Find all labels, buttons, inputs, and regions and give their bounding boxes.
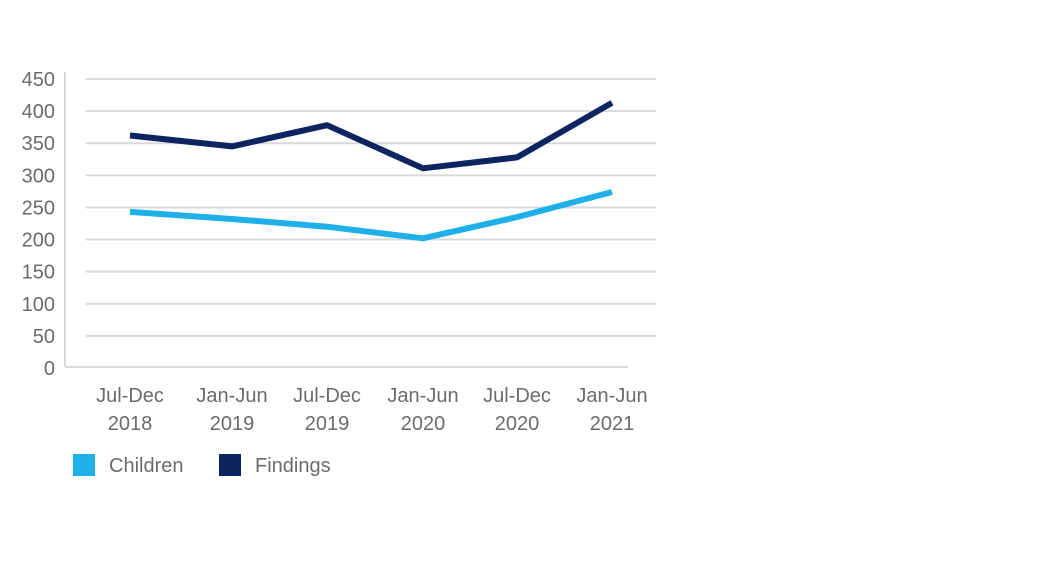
legend-swatch-findings <box>219 454 241 476</box>
legend: Children Findings <box>73 454 331 477</box>
x-tick-label: Jan-Jun 2021 <box>576 385 647 435</box>
legend-swatch-children <box>73 454 95 476</box>
y-tick-label: 350 <box>22 133 55 155</box>
y-tick-label: 400 <box>22 101 55 123</box>
y-tick-label: 0 <box>44 358 55 380</box>
y-tick-label: 100 <box>22 294 55 316</box>
y-tick-label: 200 <box>22 230 55 252</box>
x-tick-label: Jan-Jun 2020 <box>387 385 458 435</box>
gridlines <box>86 78 656 337</box>
y-tick-label: 50 <box>33 326 55 348</box>
series-line-children <box>129 189 613 242</box>
x-axis-ticks: Jul-Dec 2018 Jan-Jun 2019 Jul-Dec 2019 Jan-Jun… <box>96 385 647 435</box>
y-tick-label: 450 <box>22 69 55 91</box>
y-tick-label: 150 <box>22 262 55 284</box>
series-line-findings <box>129 100 614 172</box>
y-axis-ticks: 0 50 100 150 200 250 300 350 400 450 <box>22 69 55 380</box>
legend-label-findings: Findings <box>255 455 331 477</box>
y-tick-label: 250 <box>22 197 55 219</box>
x-tick-label: Jul-Dec 2020 <box>483 385 551 435</box>
x-tick-label: Jul-Dec 2019 <box>293 385 361 435</box>
legend-label-children: Children <box>109 455 183 477</box>
x-tick-label: Jan-Jun 2019 <box>196 385 267 435</box>
series-lines <box>129 100 614 242</box>
y-tick-label: 300 <box>22 165 55 187</box>
x-tick-label: Jul-Dec 2018 <box>96 385 164 435</box>
